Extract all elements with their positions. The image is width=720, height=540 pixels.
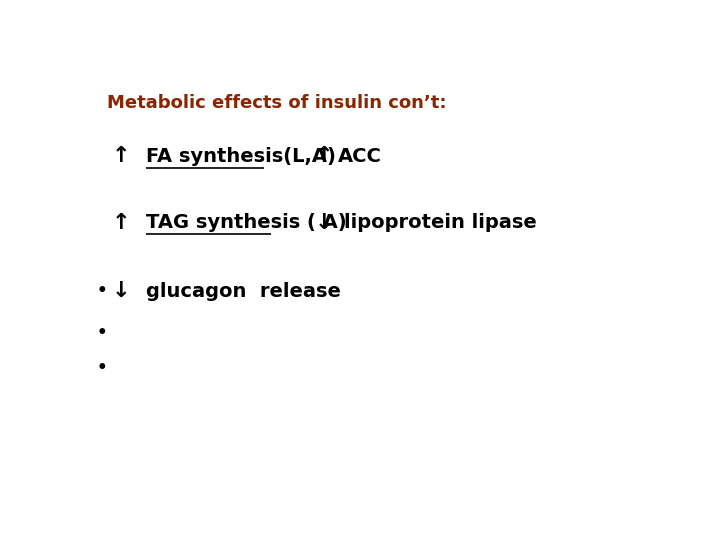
Text: FA synthesis(L,A): FA synthesis(L,A) xyxy=(145,147,336,166)
Text: glucagon  release: glucagon release xyxy=(145,282,341,301)
Text: •: • xyxy=(97,282,107,300)
Text: Metabolic effects of insulin con’t:: Metabolic effects of insulin con’t: xyxy=(107,94,446,112)
Text: ↓: ↓ xyxy=(315,213,333,233)
Text: •: • xyxy=(97,359,107,377)
Text: ↑: ↑ xyxy=(112,146,130,166)
Text: •: • xyxy=(97,324,107,342)
Text: ↑: ↑ xyxy=(112,213,130,233)
Text: lipoprotein lipase: lipoprotein lipase xyxy=(344,213,536,232)
Text: ACC: ACC xyxy=(338,147,382,166)
Text: TAG synthesis ( A): TAG synthesis ( A) xyxy=(145,213,346,232)
Text: ↑: ↑ xyxy=(315,146,333,166)
Text: ↓: ↓ xyxy=(112,281,130,301)
